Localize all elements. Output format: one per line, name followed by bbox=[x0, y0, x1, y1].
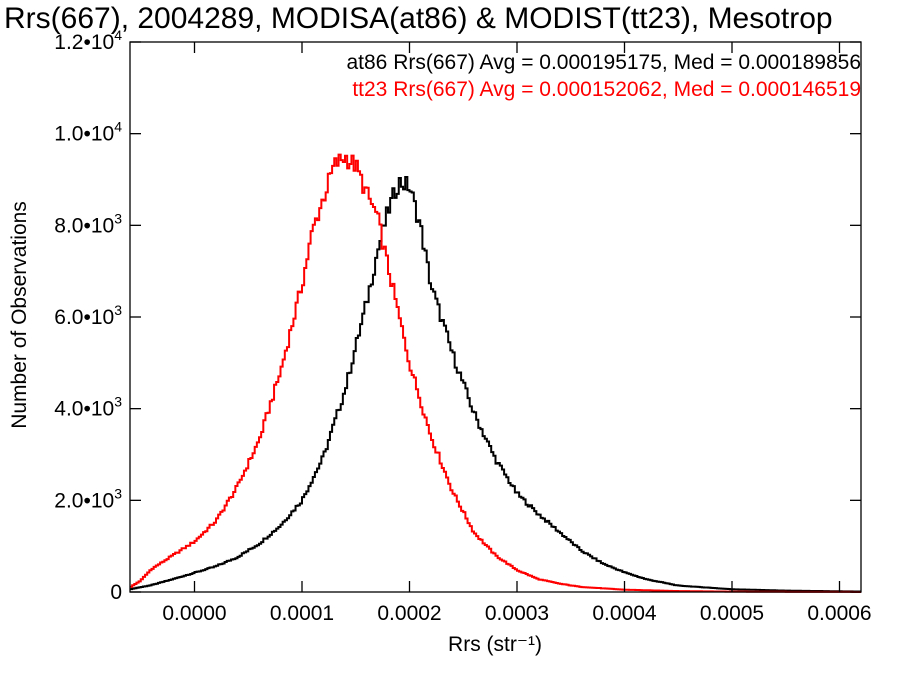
x-tick-label: 0.0002 bbox=[377, 602, 441, 625]
plot-frame bbox=[129, 41, 862, 593]
y-tick-label: 1.2•104 bbox=[54, 27, 122, 54]
x-axis: 0.0000 0.0001 0.0002 0.0003 0.0004 0.0005 0.00… bbox=[162, 42, 872, 625]
x-tick-label: 0.0006 bbox=[807, 602, 871, 625]
y-tick-label: 2.0•103 bbox=[54, 485, 122, 512]
x-tick-label: 0.0000 bbox=[162, 602, 226, 625]
y-tick-label: 0 bbox=[110, 581, 122, 604]
y-tick-label: 6.0•103 bbox=[54, 302, 122, 329]
series-1-line bbox=[130, 153, 861, 593]
annotation-at86-stats: at86 Rrs(667) Avg = 0.000195175, Med = 0… bbox=[346, 51, 861, 74]
x-tick-label: 0.0005 bbox=[700, 602, 764, 625]
y-tick-label: 4.0•103 bbox=[54, 394, 122, 421]
x-tick-label: 0.0004 bbox=[592, 602, 657, 625]
y-axis: 0 2.0•103 4.0•103 6.0•103 8.0•103 1.0•104 1.2•… bbox=[54, 27, 861, 604]
annotation-tt23-stats: tt23 Rrs(667) Avg = 0.000152062, Med = 0… bbox=[352, 78, 861, 101]
plot-area bbox=[130, 153, 861, 593]
y-tick-label: 8.0•103 bbox=[54, 210, 122, 237]
y-axis-label: Number of Observations bbox=[8, 201, 31, 429]
x-axis-label: Rrs (str⁻¹) bbox=[448, 633, 542, 656]
chart-title: Rrs(667), 2004289, MODISA(at86) & MODIST… bbox=[4, 2, 833, 35]
x-tick-label: 0.0003 bbox=[485, 602, 549, 625]
y-tick-label: 1.0•104 bbox=[54, 119, 122, 146]
x-tick-label: 0.0001 bbox=[270, 602, 334, 625]
series-0-line bbox=[130, 176, 861, 593]
